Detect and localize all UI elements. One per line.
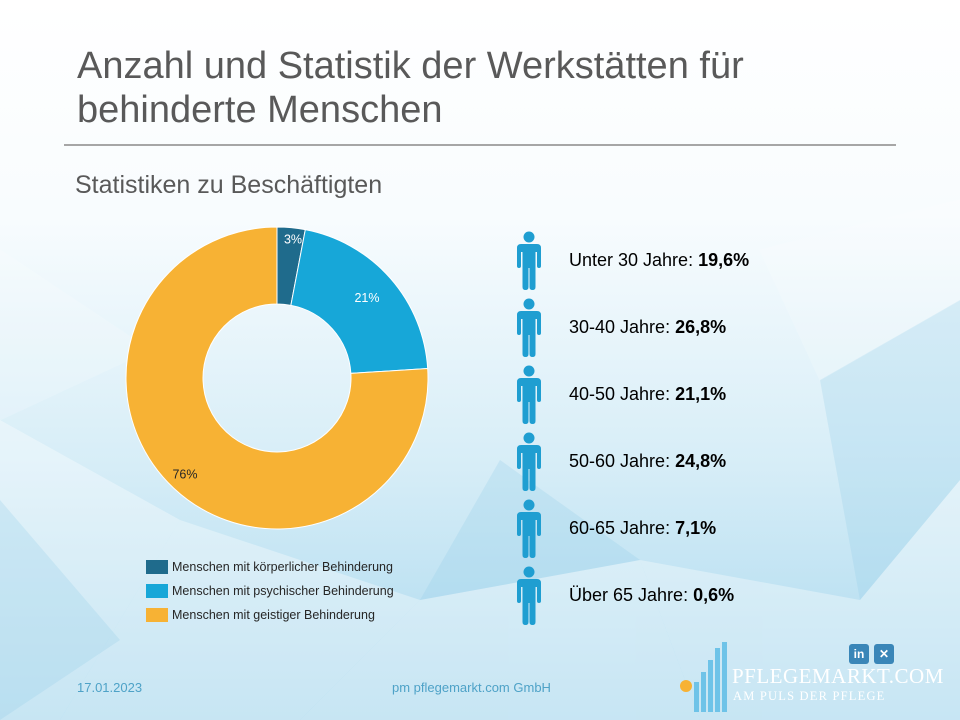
age-stat-label: 60-65 Jahre: xyxy=(569,518,671,538)
legend-item: Menschen mit körperlicher Behinderung xyxy=(146,555,394,579)
age-stat-item: 50-60 Jahre: 24,8% xyxy=(512,431,812,491)
age-stat-text: Unter 30 Jahre: 19,6% xyxy=(569,250,749,271)
age-stat-label: Unter 30 Jahre: xyxy=(569,250,694,270)
age-stat-text: 60-65 Jahre: 7,1% xyxy=(569,518,716,539)
linkedin-icon[interactable]: in xyxy=(849,644,869,664)
legend-swatch xyxy=(146,584,168,598)
age-stat-value: 24,8% xyxy=(675,451,727,471)
brand-tagline: AM PULS DER PFLEGE xyxy=(733,689,886,703)
age-stat-item: Unter 30 Jahre: 19,6% xyxy=(512,230,812,290)
age-stat-value: 26,8% xyxy=(675,317,727,337)
age-stat-label: 50-60 Jahre: xyxy=(569,451,671,471)
xing-icon[interactable]: ✕ xyxy=(874,644,894,664)
age-stat-item: 60-65 Jahre: 7,1% xyxy=(512,498,812,558)
person-icon xyxy=(517,298,541,357)
age-stat-text: 40-50 Jahre: 21,1% xyxy=(569,384,726,405)
age-stat-text: Über 65 Jahre: 0,6% xyxy=(569,585,734,606)
age-stat-value: 0,6% xyxy=(693,585,735,605)
brand-name: PFLEGEMARKT.COM xyxy=(732,664,944,688)
slice-label: 21% xyxy=(354,291,379,305)
age-stat-item: 40-50 Jahre: 21,1% xyxy=(512,364,812,424)
age-stat-item: Über 65 Jahre: 0,6% xyxy=(512,565,812,625)
age-stat-text: 50-60 Jahre: 24,8% xyxy=(569,451,726,472)
age-stat-text: 30-40 Jahre: 26,8% xyxy=(569,317,726,338)
age-stat-label: 40-50 Jahre: xyxy=(569,384,671,404)
title-divider xyxy=(64,144,896,146)
legend-item: Menschen mit geistiger Behinderung xyxy=(146,603,394,627)
person-icon xyxy=(517,499,541,558)
legend-label: Menschen mit körperlicher Behinderung xyxy=(172,560,393,574)
age-stat-label: 30-40 Jahre: xyxy=(569,317,671,337)
age-stat-value: 7,1% xyxy=(675,518,717,538)
legend-swatch xyxy=(146,608,168,622)
brand-logo xyxy=(680,642,727,712)
age-stat-value: 19,6% xyxy=(698,250,750,270)
slide-subtitle: Statistiken zu Beschäftigten xyxy=(75,171,383,199)
age-stat-value: 21,1% xyxy=(675,384,727,404)
age-stat-label: Über 65 Jahre: xyxy=(569,585,689,605)
person-icon xyxy=(517,432,541,491)
person-icon xyxy=(517,365,541,424)
slice-label: 76% xyxy=(172,467,197,481)
legend-label: Menschen mit geistiger Behinderung xyxy=(172,608,375,622)
legend-item: Menschen mit psychischer Behinderung xyxy=(146,579,394,603)
slice-label: 3% xyxy=(284,232,302,246)
donut-slice xyxy=(290,229,429,374)
legend-label: Menschen mit psychischer Behinderung xyxy=(172,584,394,598)
footer-company: pm pflegemarkt.com GmbH xyxy=(392,680,551,695)
footer-date: 17.01.2023 xyxy=(77,680,143,695)
slide-title: Anzahl und Statistik der Werkstätten für… xyxy=(77,45,744,131)
legend-swatch xyxy=(146,560,168,574)
age-stat-item: 30-40 Jahre: 26,8% xyxy=(512,297,812,357)
chart-legend: Menschen mit körperlicher Behinderung Me… xyxy=(146,555,394,627)
donut-slice xyxy=(125,226,429,530)
person-icon xyxy=(517,566,541,625)
person-icon xyxy=(517,231,541,290)
